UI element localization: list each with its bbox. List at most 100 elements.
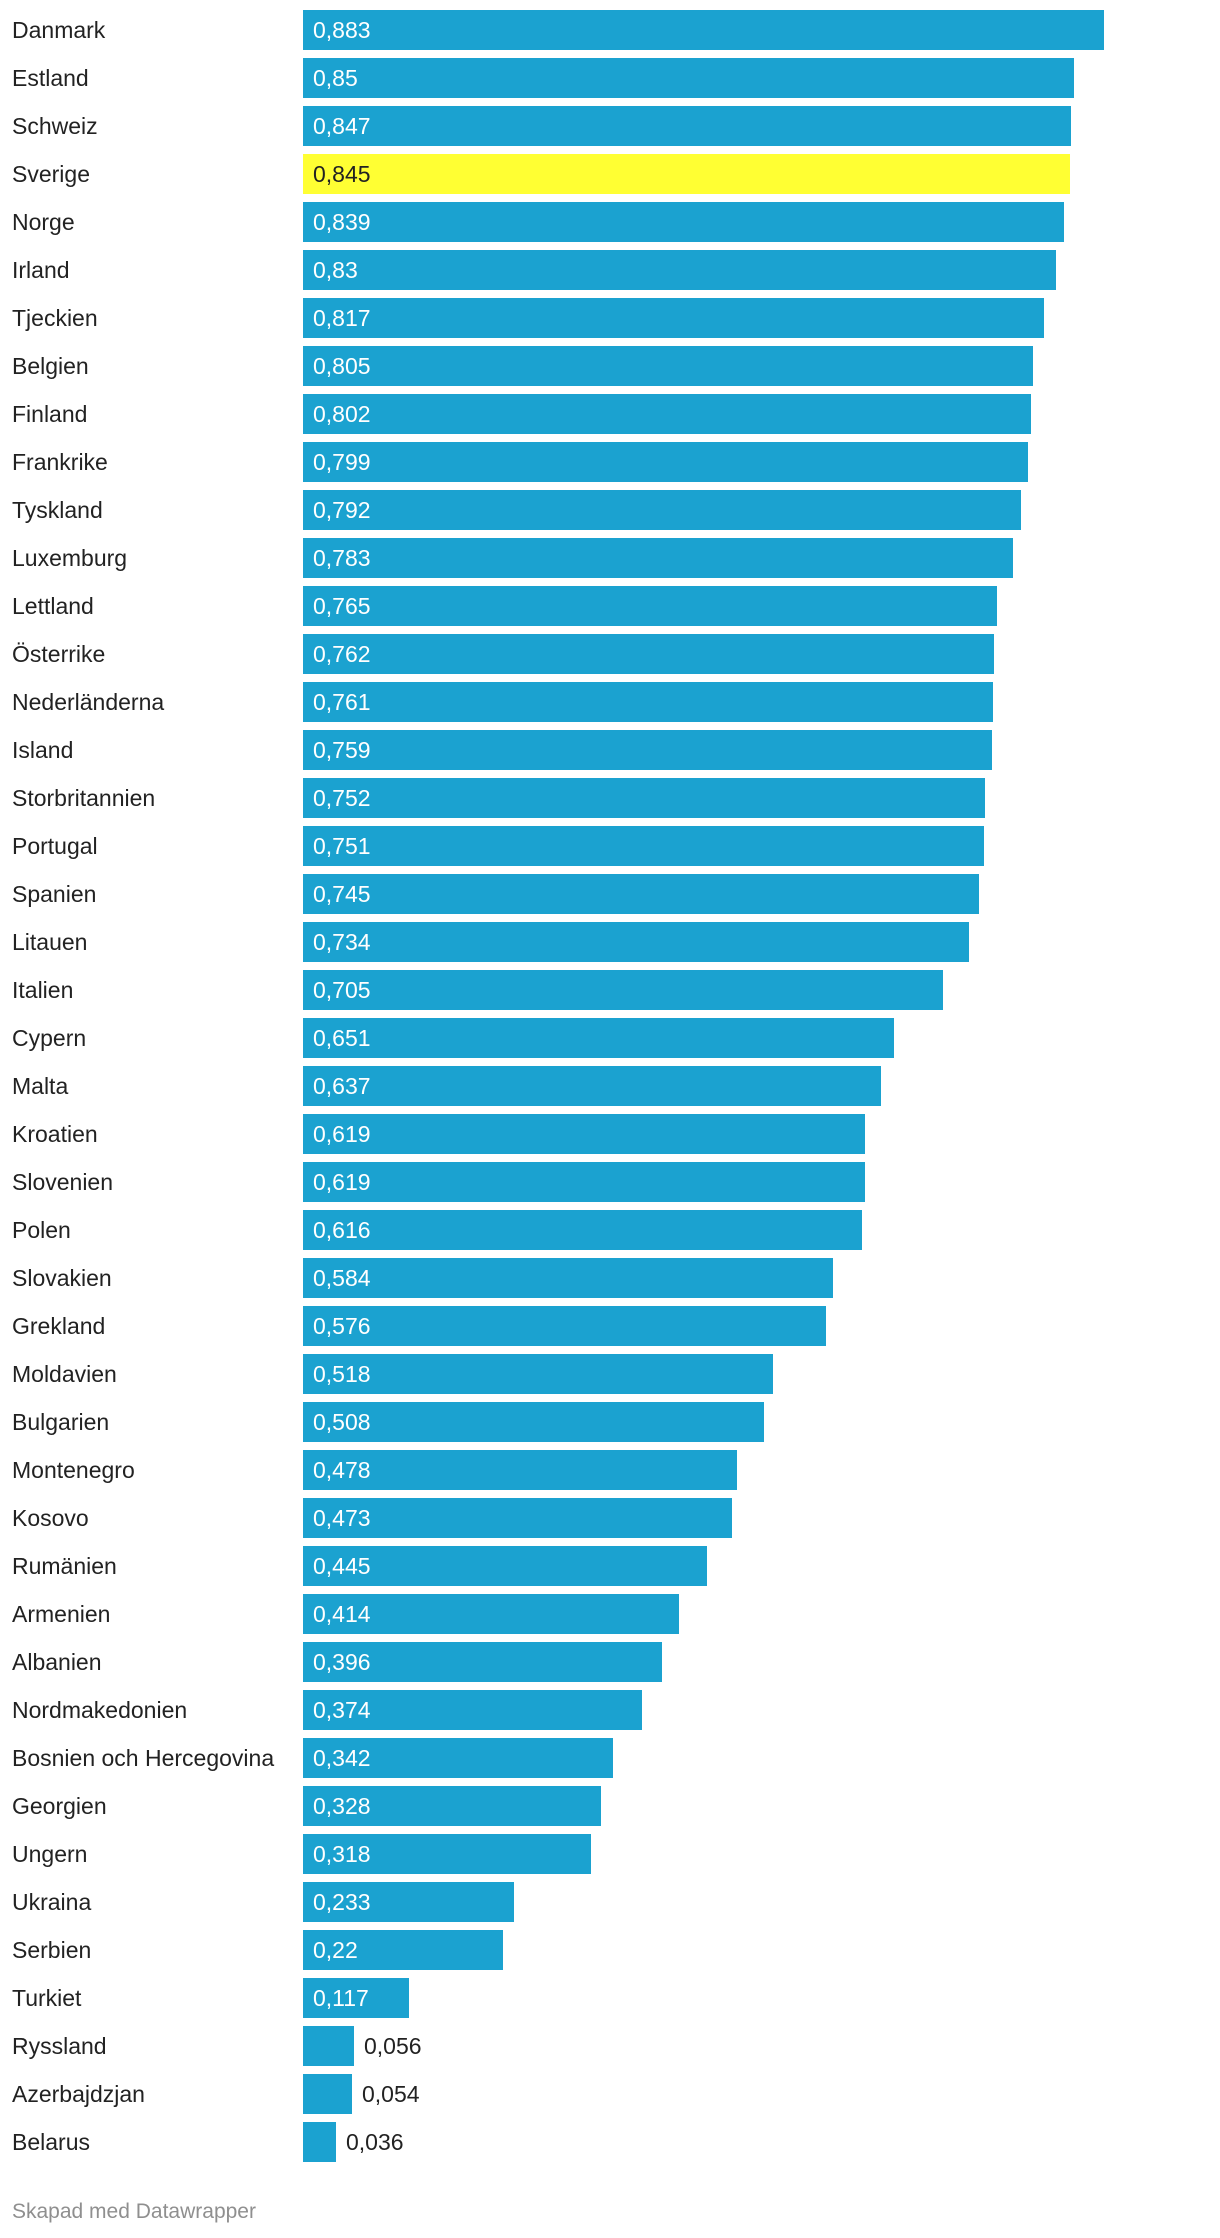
value-label: 0,734	[313, 929, 371, 955]
value-label: 0,619	[313, 1121, 371, 1147]
value-label: 0,619	[313, 1169, 371, 1195]
bar	[303, 58, 1074, 98]
category-label: Luxemburg	[12, 545, 128, 571]
category-label: Sverige	[12, 161, 90, 187]
bar	[303, 586, 997, 626]
category-label: Ukraina	[12, 1889, 92, 1915]
bar	[303, 1786, 601, 1826]
category-label: Island	[12, 737, 74, 763]
bar	[303, 634, 994, 674]
value-label: 0,342	[313, 1745, 371, 1771]
bar	[303, 1930, 503, 1970]
category-label: Rumänien	[12, 1553, 117, 1579]
value-label: 0,117	[313, 1985, 369, 2011]
value-label: 0,414	[313, 1601, 371, 1627]
value-label: 0,584	[313, 1265, 371, 1291]
category-label: Malta	[12, 1073, 69, 1099]
category-label: Tjeckien	[12, 305, 98, 331]
category-label: Estland	[12, 65, 89, 91]
category-label: Danmark	[12, 17, 106, 43]
bar	[303, 682, 993, 722]
value-label: 0,396	[313, 1649, 371, 1675]
bar	[303, 2074, 352, 2114]
category-label: Cypern	[12, 1025, 87, 1051]
credit-text[interactable]: Skapad med Datawrapper	[12, 2200, 256, 2223]
value-label: 0,751	[313, 833, 371, 859]
category-label: Slovakien	[12, 1265, 112, 1291]
value-label: 0,518	[313, 1361, 371, 1387]
bar	[303, 1402, 764, 1442]
category-label: Grekland	[12, 1313, 106, 1339]
value-label: 0,799	[313, 449, 371, 475]
value-label: 0,817	[313, 305, 371, 331]
category-label: Serbien	[12, 1937, 92, 1963]
category-label: Bosnien och Hercegovina	[12, 1745, 275, 1771]
bar	[303, 874, 979, 914]
category-label: Azerbajdzjan	[12, 2081, 145, 2107]
category-label: Slovenien	[12, 1169, 114, 1195]
value-label: 0,328	[313, 1793, 371, 1819]
bar	[303, 394, 1031, 434]
bar	[303, 1738, 613, 1778]
category-label: Bulgarien	[12, 1409, 110, 1435]
bar	[303, 1018, 894, 1058]
bar	[303, 10, 1104, 50]
bar	[303, 1690, 642, 1730]
bar	[303, 1450, 737, 1490]
value-label: 0,752	[313, 785, 371, 811]
category-label: Tyskland	[12, 497, 103, 523]
value-label: 0,056	[364, 2033, 422, 2059]
bar	[303, 922, 969, 962]
value-label: 0,847	[313, 113, 371, 139]
value-label: 0,576	[313, 1313, 371, 1339]
value-label: 0,508	[313, 1409, 371, 1435]
category-label: Polen	[12, 1217, 71, 1243]
bar	[303, 1642, 662, 1682]
bar	[303, 970, 943, 1010]
value-label: 0,637	[313, 1073, 371, 1099]
bar	[303, 1978, 409, 2018]
bar	[303, 490, 1021, 530]
category-label: Nordmakedonien	[12, 1697, 188, 1723]
value-label: 0,762	[313, 641, 371, 667]
bar	[303, 1834, 591, 1874]
bar	[303, 1258, 833, 1298]
bar	[303, 442, 1028, 482]
value-label: 0,054	[362, 2081, 420, 2107]
value-label: 0,233	[313, 1889, 371, 1915]
bar	[303, 1498, 732, 1538]
bar	[303, 250, 1056, 290]
category-label: Belarus	[12, 2129, 90, 2155]
value-label: 0,651	[313, 1025, 371, 1051]
value-label: 0,478	[313, 1457, 371, 1483]
bar	[303, 154, 1070, 194]
bar	[303, 2122, 336, 2162]
value-label: 0,883	[313, 17, 371, 43]
value-label: 0,845	[313, 161, 371, 187]
value-label: 0,036	[346, 2129, 404, 2155]
category-label: Portugal	[12, 833, 98, 859]
bar	[303, 826, 984, 866]
bar	[303, 778, 985, 818]
category-label: Kosovo	[12, 1505, 89, 1531]
bar	[303, 538, 1013, 578]
bar	[303, 346, 1033, 386]
category-label: Belgien	[12, 353, 89, 379]
category-label: Österrike	[12, 641, 106, 667]
category-label: Spanien	[12, 881, 97, 907]
bar	[303, 1210, 862, 1250]
bar	[303, 1162, 865, 1202]
value-label: 0,705	[313, 977, 371, 1003]
value-label: 0,83	[313, 257, 358, 283]
category-label: Montenegro	[12, 1457, 135, 1483]
category-label: Irland	[12, 257, 70, 283]
category-label: Frankrike	[12, 449, 108, 475]
category-label: Georgien	[12, 1793, 107, 1819]
value-label: 0,374	[313, 1697, 371, 1723]
bar	[303, 730, 992, 770]
value-label: 0,761	[313, 689, 371, 715]
category-label: Schweiz	[12, 113, 98, 139]
value-label: 0,445	[313, 1553, 371, 1579]
value-label: 0,745	[313, 881, 371, 907]
value-label: 0,85	[313, 65, 358, 91]
